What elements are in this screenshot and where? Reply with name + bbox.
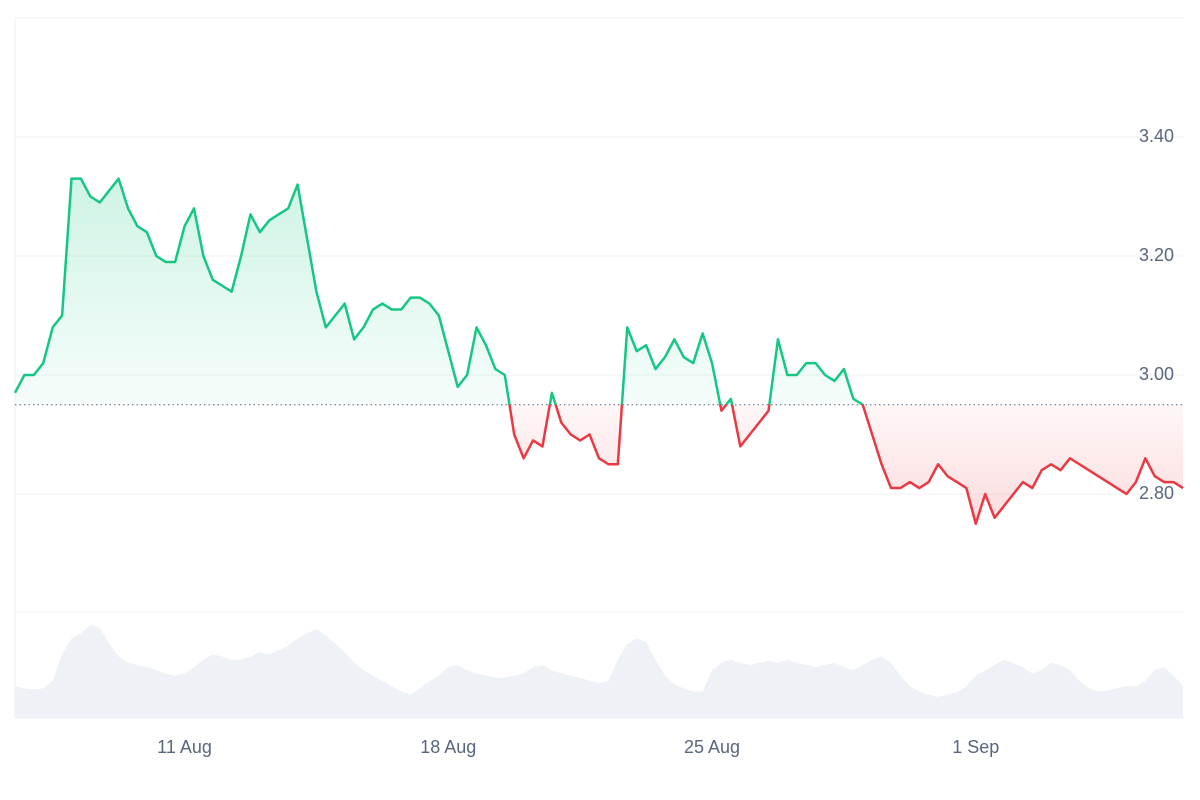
x-tick-label: 18 Aug (420, 737, 476, 757)
x-tick-label: 11 Aug (157, 737, 212, 757)
x-tick-label: 1 Sep (952, 737, 999, 757)
y-tick-label: 3.00 (1139, 364, 1174, 384)
y-tick-label: 3.40 (1139, 126, 1174, 146)
y-tick-label: 2.80 (1139, 483, 1174, 503)
y-tick-label: 3.20 (1139, 245, 1174, 265)
price-line (13, 177, 1184, 525)
x-tick-label: 25 Aug (684, 737, 740, 757)
price-area (15, 178, 1183, 524)
volume-area (15, 624, 1183, 718)
